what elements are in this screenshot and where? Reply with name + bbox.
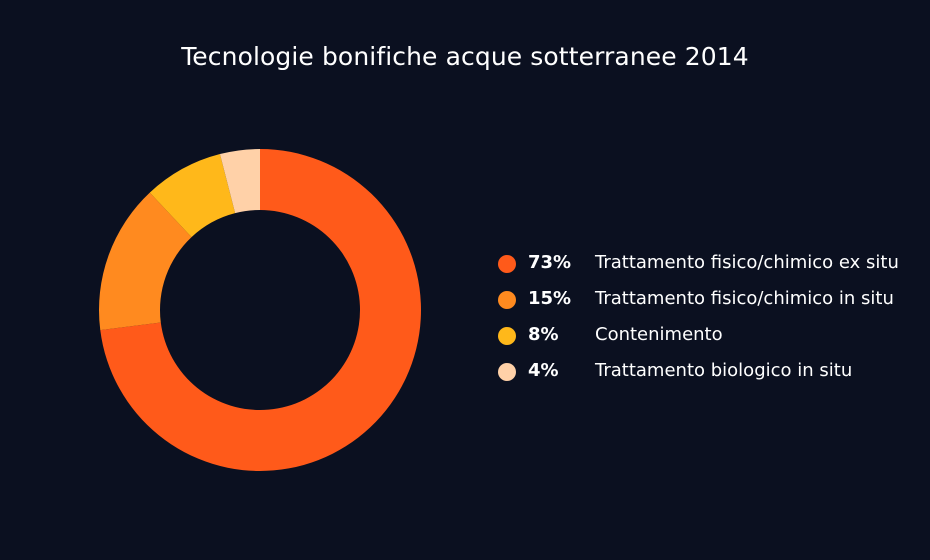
legend-label: Trattamento biologico in situ bbox=[595, 360, 853, 381]
chart-title: Tecnologie bonifiche acque sotterranee 2… bbox=[181, 42, 749, 71]
legend-swatch bbox=[498, 327, 516, 345]
legend-swatch bbox=[498, 255, 516, 273]
donut-slice bbox=[100, 149, 421, 471]
legend-percentage: 15% bbox=[528, 288, 572, 309]
legend-item: 4% Trattamento biologico in situ bbox=[498, 356, 918, 392]
legend-item: 8% Contenimento bbox=[498, 320, 918, 356]
legend-item: 15% Trattamento fisico/chimico in situ bbox=[498, 284, 918, 320]
donut-slice bbox=[98, 192, 192, 331]
legend-label: Trattamento fisico/chimico in situ bbox=[595, 288, 894, 309]
donut-slices bbox=[98, 149, 421, 471]
legend-percentage: 73% bbox=[528, 252, 572, 273]
donut-slice bbox=[149, 154, 236, 238]
legend-percentage: 8% bbox=[528, 324, 559, 345]
chart-legend: 73% Trattamento fisico/chimico ex situ 1… bbox=[498, 248, 918, 392]
legend-item: 73% Trattamento fisico/chimico ex situ bbox=[498, 248, 918, 284]
legend-swatch bbox=[498, 363, 516, 381]
legend-swatch bbox=[498, 291, 516, 309]
legend-percentage: 4% bbox=[528, 360, 559, 381]
legend-label: Trattamento fisico/chimico ex situ bbox=[595, 252, 899, 273]
legend-label: Contenimento bbox=[595, 324, 723, 345]
donut-slice bbox=[219, 149, 260, 214]
